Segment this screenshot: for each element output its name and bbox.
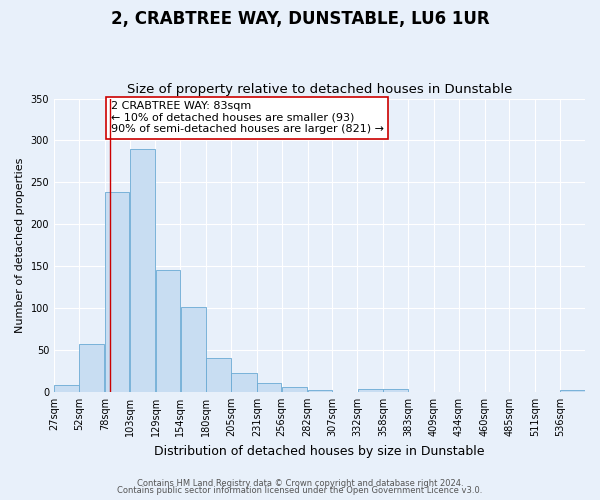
Bar	[257, 382, 281, 392]
Bar	[206, 358, 231, 392]
Y-axis label: Number of detached properties: Number of detached properties	[15, 158, 25, 333]
Bar	[560, 390, 585, 392]
Bar	[105, 192, 130, 392]
Bar	[383, 390, 408, 392]
Bar	[130, 149, 155, 392]
Text: 2, CRABTREE WAY, DUNSTABLE, LU6 1UR: 2, CRABTREE WAY, DUNSTABLE, LU6 1UR	[110, 10, 490, 28]
Bar	[282, 387, 307, 392]
Text: Contains HM Land Registry data © Crown copyright and database right 2024.: Contains HM Land Registry data © Crown c…	[137, 478, 463, 488]
Text: 2 CRABTREE WAY: 83sqm
← 10% of detached houses are smaller (93)
90% of semi-deta: 2 CRABTREE WAY: 83sqm ← 10% of detached …	[111, 101, 384, 134]
Title: Size of property relative to detached houses in Dunstable: Size of property relative to detached ho…	[127, 83, 512, 96]
Bar	[231, 374, 257, 392]
Bar	[54, 385, 79, 392]
X-axis label: Distribution of detached houses by size in Dunstable: Distribution of detached houses by size …	[154, 444, 485, 458]
Bar	[358, 388, 383, 392]
Bar	[79, 344, 104, 392]
Bar	[308, 390, 332, 392]
Bar	[181, 308, 206, 392]
Text: Contains public sector information licensed under the Open Government Licence v3: Contains public sector information licen…	[118, 486, 482, 495]
Bar	[156, 270, 180, 392]
